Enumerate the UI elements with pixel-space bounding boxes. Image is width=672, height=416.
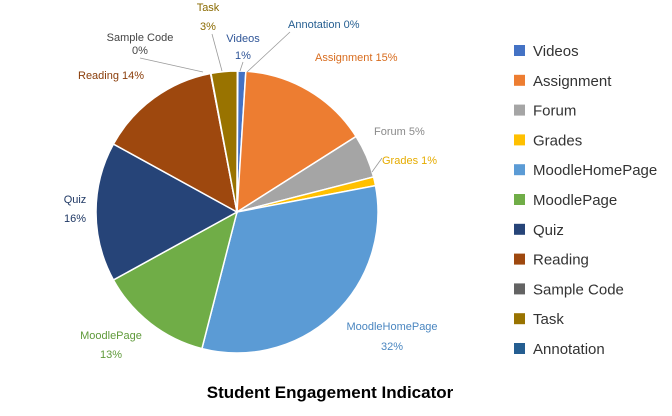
data-label-pct-videos: 1% [235,50,251,62]
pie-slice-annotation [236,70,239,213]
pie-slices [95,70,379,354]
data-label-annotation: Annotation 0% [288,19,360,31]
data-label-pct-quiz: 16% [64,213,86,225]
leader-line [371,157,383,173]
slice-labels: Videos 1% Assignment 15% Forum 5% Grades 1% M… [64,2,438,361]
data-label-forum: Forum 5% [374,126,425,138]
data-label-videos: Videos [226,33,260,45]
legend-swatch-quiz [514,223,525,235]
data-label-pct-task: 3% [200,21,216,33]
leader-line [211,33,223,72]
legend-label-sample-code: Sample Code [533,281,624,298]
legend-swatch-moodlehomepage [514,164,525,176]
data-label-assignment: Assignment 15% [315,52,398,64]
legend-swatch-sample-code [514,283,525,295]
legend-swatch-annotation [514,343,525,354]
legend-label-assignment: Assignment [533,73,612,90]
legend-label-videos: Videos [533,43,579,60]
legend-swatch-forum [514,104,525,116]
chart-title: Student Engagement Indicator [207,383,454,402]
data-label-pct-sample-code: 0% [132,45,148,57]
leader-line [139,57,204,73]
legend-label-task: Task [533,311,564,328]
data-label-reading: Reading 14% [78,70,144,82]
data-label-grades: Grades 1% [382,155,437,167]
legend-swatch-moodlepage [514,194,525,205]
legend-label-quiz: Quiz [533,222,564,239]
legend-swatch-reading [514,253,525,265]
leader-line [239,61,244,72]
leader-lines [139,31,383,173]
legend-swatch-grades [514,134,525,146]
legend-swatch-task [514,313,525,325]
pie-slice-assignment [236,70,358,214]
leader-line [246,31,291,73]
pie-slice-moodlepage [112,210,239,350]
data-label-quiz: Quiz [64,194,87,206]
data-label-task: Task [197,2,220,14]
data-label-moodlepage: MoodlePage [80,330,142,342]
legend-swatch-assignment [514,74,525,86]
pie-slice-reading [112,72,239,214]
legend-label-moodlepage: MoodlePage [533,192,617,209]
data-label-pct-moodlehomepage: 32% [381,341,403,353]
legend-label-grades: Grades [533,132,582,149]
legend-label-forum: Forum [533,103,576,120]
legend-swatch-videos [514,45,525,56]
pie-slice-moodlehomepage [201,184,379,354]
pie-slice-quiz [95,143,239,281]
legend-label-reading: Reading [533,252,589,269]
data-label-pct-moodlepage: 13% [100,349,122,361]
data-label-sample-code: Sample Code [107,32,174,44]
data-label-moodlehomepage: MoodleHomePage [346,321,437,333]
legend-label-moodlehomepage: MoodleHomePage [533,162,657,179]
legend: Videos Assignment Forum Grades MoodleHomePag… [514,43,657,358]
legend-label-annotation: Annotation [533,341,605,358]
